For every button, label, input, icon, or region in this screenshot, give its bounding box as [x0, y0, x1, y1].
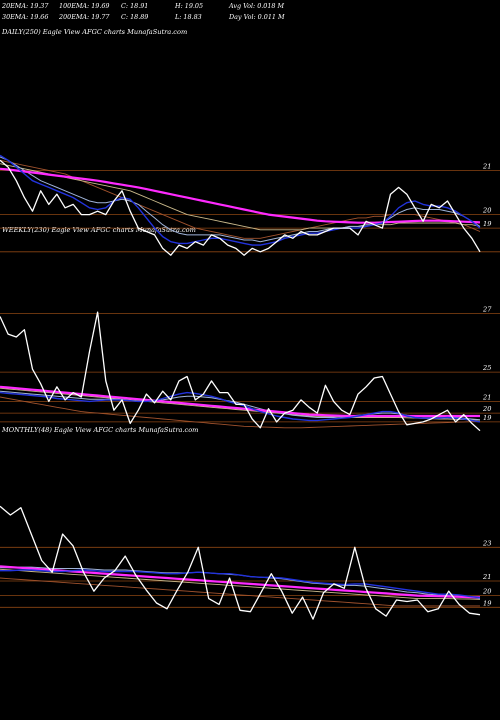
daily-panel: 21 20 19	[0, 154, 500, 256]
header-low: L: 18.83	[174, 13, 202, 21]
header-ema200: 200EMA: 19.77	[58, 13, 110, 21]
daily-series-price-line	[0, 159, 481, 256]
monthly-series-price-line	[0, 505, 481, 620]
header-high: H: 19.05	[174, 2, 203, 10]
weekly-series-ema-brown-line	[0, 396, 481, 429]
header-ema20: 20EMA: 19.37	[1, 2, 49, 10]
monthly-panel: 23 21 20 19	[0, 505, 500, 620]
header-avg-vol: Avg Vol: 0.018 M	[228, 2, 285, 10]
header-ema30: 30EMA: 19.66	[2, 13, 48, 21]
weekly-y-tick-label: 19	[483, 414, 491, 422]
header-close-2: C: 18.89	[121, 13, 148, 21]
daily-y-tick-label: 20	[482, 207, 491, 215]
weekly-series-ema200-line	[0, 385, 480, 418]
monthly-y-tick-label: 19	[483, 599, 491, 607]
daily-series-ema20-line	[0, 154, 481, 246]
weekly-y-tick-label: 21	[482, 393, 491, 401]
header-stats: 20EMA: 19.37 100EMA: 19.69 C: 18.91 H: 1…	[1, 2, 285, 21]
daily-y-tick-label: 19	[483, 220, 491, 228]
header-close: C: 18.91	[121, 2, 148, 10]
daily-series-ema200-line	[0, 167, 481, 224]
monthly-y-tick-label: 23	[482, 539, 491, 547]
monthly-panel-title: MONTHLY(48) Eagle View AFGC charts Munaf…	[1, 426, 198, 434]
monthly-series-ema200-line	[0, 565, 481, 599]
weekly-y-tick-label: 27	[482, 306, 492, 314]
monthly-series-ema20-line	[0, 569, 481, 599]
weekly-panel-title: WEEKLY(230) Eagle View AFGC charts Munaf…	[2, 226, 196, 234]
daily-y-tick-label: 21	[482, 163, 491, 171]
daily-series-ema30-line	[0, 156, 481, 243]
monthly-series-ema100-line	[0, 568, 481, 600]
header-day-vol: Day Vol: 0.011 M	[228, 13, 285, 21]
weekly-y-tick-label: 25	[482, 364, 491, 372]
monthly-series-ema-brown-line	[0, 577, 480, 607]
daily-series-ema100-line	[0, 163, 481, 231]
daily-panel-title: DAILY(250) Eagle View AFGC charts Munafa…	[1, 28, 187, 36]
weekly-series-ema100-line	[0, 387, 481, 421]
header-ema100: 100EMA: 19.69	[59, 2, 110, 10]
weekly-series-price-line	[0, 311, 481, 432]
weekly-y-tick-label: 20	[482, 405, 491, 413]
monthly-y-tick-label: 21	[482, 573, 491, 581]
monthly-y-tick-label: 20	[482, 588, 491, 596]
